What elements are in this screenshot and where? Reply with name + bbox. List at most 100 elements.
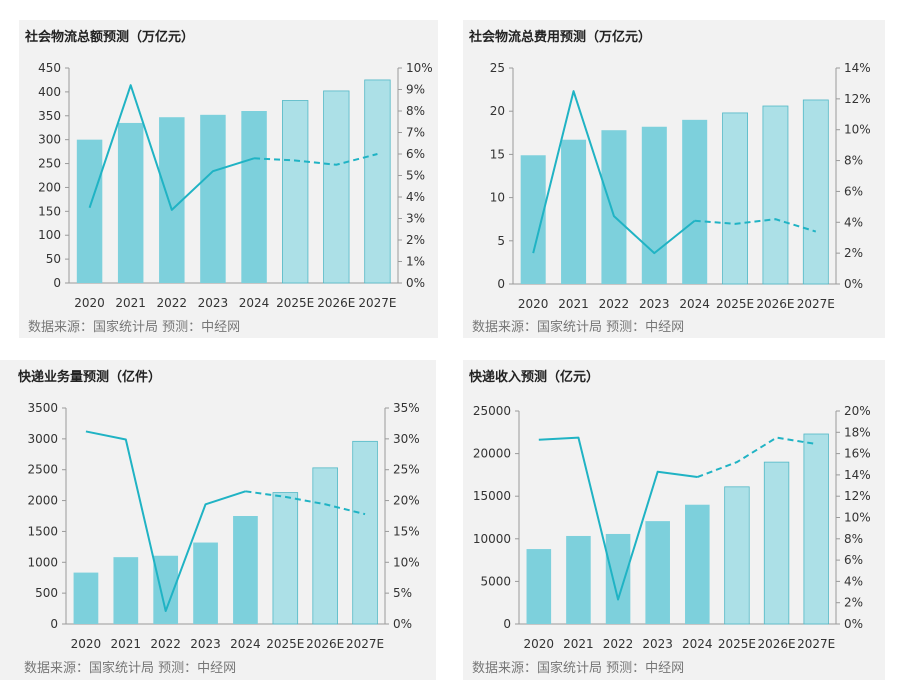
chart-title: 社会物流总额预测（万亿元）	[25, 30, 195, 45]
bar-actual	[76, 139, 103, 283]
chart-plot: 0 50 100 150 200 250 300 350 400 450 0% 1% 2% 3% 4% 5% 6…	[38, 61, 433, 310]
right-tick-label: 6%	[844, 553, 863, 567]
source-note: 数据来源：国家统计局 预测：中经网	[472, 320, 685, 335]
right-tick-label: 6%	[406, 147, 425, 161]
x-tick-label: 2020	[518, 297, 549, 311]
left-tick-label: 20	[490, 104, 505, 118]
x-tick-label: 2023	[198, 296, 229, 310]
right-tick-label: 4%	[844, 574, 863, 588]
right-tick-label: 35%	[393, 401, 420, 415]
right-tick-label: 5%	[393, 586, 412, 600]
growth-line-forecast	[694, 218, 817, 233]
bar-actual	[73, 572, 99, 624]
bar-actual	[645, 521, 670, 624]
growth-line-forecast	[254, 153, 378, 166]
bar-forecast	[364, 79, 391, 284]
bar-actual	[605, 533, 631, 624]
right-tick-label: 10%	[844, 123, 871, 137]
x-tick-label: 2027E	[346, 637, 384, 651]
left-tick-label: 2000	[27, 494, 58, 508]
left-tick-label: 350	[38, 109, 61, 123]
chart-title: 快递业务量预测（亿件）	[18, 370, 162, 385]
right-tick-label: 0%	[393, 617, 412, 631]
right-tick-label: 4%	[844, 215, 863, 229]
source-note: 数据来源：国家统计局 预测：中经网	[28, 320, 241, 335]
right-tick-label: 14%	[844, 468, 871, 482]
left-tick-label: 10000	[473, 532, 511, 546]
bar-forecast	[802, 99, 829, 285]
left-tick-label: 10	[490, 191, 505, 205]
x-tick-label: 2025E	[718, 637, 756, 651]
right-tick-label: 6%	[844, 184, 863, 198]
x-tick-label: 2020	[74, 296, 105, 310]
left-tick-label: 3500	[27, 401, 58, 415]
growth-line-actual	[85, 430, 246, 613]
chart-title: 社会物流总费用预测（万亿元）	[469, 30, 652, 45]
right-tick-label: 4%	[406, 190, 425, 204]
x-tick-label: 2024	[239, 296, 270, 310]
right-tick-label: 10%	[406, 61, 433, 75]
x-tick-label: 2022	[150, 637, 181, 651]
x-tick-label: 2022	[599, 297, 630, 311]
x-tick-label: 2027E	[358, 296, 396, 310]
chart-plot: 0 5 10 15 20 25 0% 2% 4% 6% 8% 10% 12% 14% 2020 2021 202…	[490, 61, 871, 311]
x-tick-label: 2025E	[266, 637, 304, 651]
x-tick-label: 2023	[642, 637, 673, 651]
right-tick-label: 3%	[406, 212, 425, 226]
growth-line-forecast	[245, 490, 366, 516]
bar-actual	[566, 535, 591, 624]
x-tick-label: 2026E	[756, 297, 794, 311]
x-tick-label: 2026E	[317, 296, 355, 310]
bar-forecast	[763, 461, 790, 625]
right-tick-label: 15%	[393, 524, 420, 538]
left-tick-label: 0	[497, 277, 505, 291]
bar-actual	[233, 516, 258, 624]
right-tick-label: 8%	[406, 104, 425, 118]
right-tick-label: 10%	[844, 511, 871, 525]
left-tick-label: 1000	[27, 555, 58, 569]
left-tick-label: 5	[497, 234, 505, 248]
x-tick-label: 2021	[563, 637, 594, 651]
x-tick-label: 2024	[679, 297, 710, 311]
bar-actual	[601, 130, 627, 284]
left-tick-label: 1500	[27, 524, 58, 538]
bar-actual	[685, 504, 710, 624]
growth-line-actual	[538, 436, 698, 601]
growth-line-forecast	[696, 436, 817, 478]
right-tick-label: 2%	[844, 596, 863, 610]
left-tick-label: 200	[38, 180, 61, 194]
right-tick-label: 16%	[844, 447, 871, 461]
chart-panel-express-volume: 快递业务量预测（亿件） 0 500 1000 1500 2000 2500 3000 3500…	[0, 360, 436, 680]
right-tick-label: 20%	[844, 404, 871, 418]
bar-actual	[641, 126, 667, 284]
right-tick-label: 20%	[393, 494, 420, 508]
chart-plot: 0 5000 10000 15000 20000 25000 0% 2% 4% 6% 8% 10% 12…	[473, 404, 871, 651]
x-tick-label: 2026E	[758, 637, 796, 651]
growth-line-actual	[88, 84, 255, 211]
left-tick-label: 15	[490, 147, 505, 161]
growth-line-actual	[532, 90, 696, 255]
right-tick-label: 12%	[844, 92, 871, 106]
right-tick-label: 7%	[406, 126, 425, 140]
x-tick-label: 2025E	[716, 297, 754, 311]
right-tick-label: 0%	[844, 277, 863, 291]
left-tick-label: 450	[38, 61, 61, 75]
right-tick-label: 2%	[844, 246, 863, 260]
right-tick-label: 30%	[393, 432, 420, 446]
left-tick-label: 400	[38, 85, 61, 99]
x-tick-label: 2023	[639, 297, 670, 311]
bar-actual	[193, 542, 218, 624]
right-tick-label: 1%	[406, 255, 425, 269]
x-tick-label: 2022	[157, 296, 188, 310]
bar-actual	[561, 139, 587, 284]
left-tick-label: 0	[503, 617, 511, 631]
bar-actual	[159, 117, 185, 283]
x-tick-label: 2021	[558, 297, 589, 311]
x-tick-label: 2020	[524, 637, 555, 651]
bar-forecast	[803, 433, 829, 625]
right-tick-label: 14%	[844, 61, 871, 75]
left-tick-label: 5000	[480, 574, 511, 588]
right-tick-label: 5%	[406, 169, 425, 183]
left-tick-label: 25	[490, 61, 505, 75]
right-tick-label: 9%	[406, 83, 425, 97]
